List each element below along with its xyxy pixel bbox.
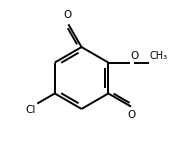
Text: O: O: [130, 51, 139, 61]
Text: O: O: [63, 10, 72, 20]
Text: O: O: [128, 110, 136, 120]
Text: CH₃: CH₃: [150, 51, 168, 61]
Text: Cl: Cl: [26, 105, 36, 115]
